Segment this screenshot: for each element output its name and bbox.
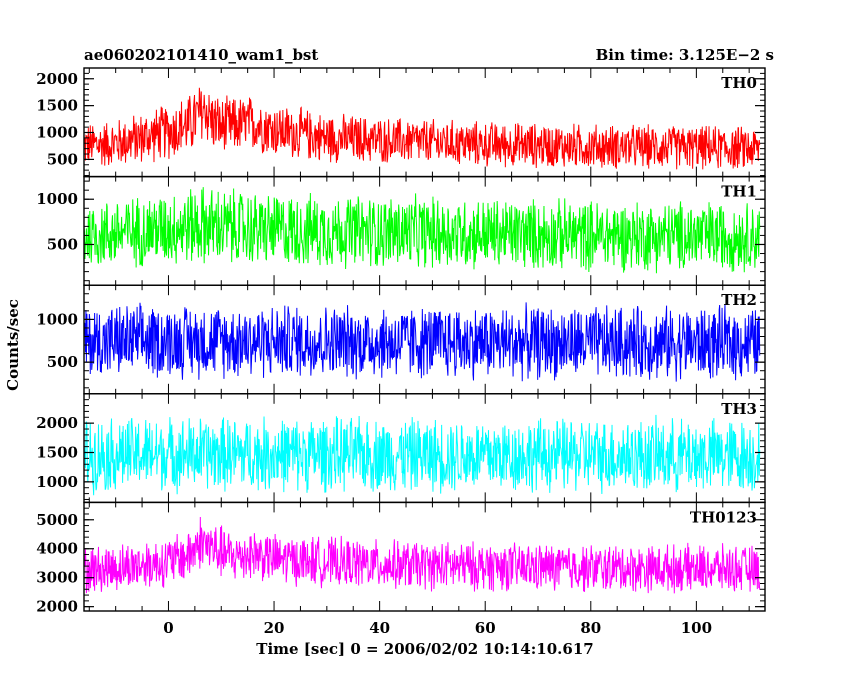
series-line-th3 xyxy=(84,414,761,496)
panel-th0: 500 1000 1500 2000 TH0 xyxy=(36,67,766,178)
y-tick-label: 1500 xyxy=(36,97,78,115)
y-tick-label: 4000 xyxy=(36,540,78,558)
panel-label: TH3 xyxy=(721,400,757,418)
y-tick-label: 3000 xyxy=(36,569,78,587)
y-tick-label: 2000 xyxy=(36,414,78,432)
x-tick-label: 20 xyxy=(264,619,285,637)
series-line-th0123 xyxy=(84,517,761,594)
chart-title-right: Bin time: 3.125E−2 s xyxy=(596,46,774,64)
y-tick-label: 1000 xyxy=(36,190,78,208)
y-tick-label: 500 xyxy=(47,150,78,168)
x-axis-label: Time [sec] 0 = 2006/02/02 10:14:10.617 xyxy=(256,640,593,658)
panel-th3: 1000 1500 2000 TH3 xyxy=(36,393,766,504)
series-line-th1 xyxy=(84,187,761,274)
panel-label: TH2 xyxy=(721,291,757,309)
y-axis-label: Counts/sec xyxy=(4,299,22,391)
x-tick-label: 0 xyxy=(163,619,173,637)
panel-label: TH0123 xyxy=(690,508,757,526)
x-tick-label: 100 xyxy=(681,619,712,637)
y-tick-label: 1000 xyxy=(36,124,78,142)
chart-title-left: ae060202101410_wam1_bst xyxy=(84,46,318,64)
y-tick-label: 2000 xyxy=(36,598,78,616)
x-tick-label: 60 xyxy=(475,619,496,637)
series-line-th0 xyxy=(84,87,761,170)
y-tick-label: 2000 xyxy=(36,70,78,88)
x-tick-label: 40 xyxy=(369,619,390,637)
panel-th1: 500 1000 TH1 xyxy=(36,175,766,286)
panel-label: TH0 xyxy=(721,74,757,92)
y-tick-label: 1000 xyxy=(36,310,78,328)
y-tick-label: 1000 xyxy=(36,473,78,491)
series-line-th2 xyxy=(84,302,761,382)
x-tick-label: 80 xyxy=(580,619,601,637)
y-tick-label: 500 xyxy=(47,235,78,253)
panel-th0123: 2000 3000 4000 5000 TH0123 xyxy=(36,501,766,616)
panel-frame xyxy=(83,501,766,612)
y-tick-label: 500 xyxy=(47,353,78,371)
y-tick-label: 5000 xyxy=(36,511,78,529)
panel-th2: 500 1000 TH2 xyxy=(36,284,766,395)
panel-label: TH1 xyxy=(721,183,757,201)
y-tick-label: 1500 xyxy=(36,444,78,462)
